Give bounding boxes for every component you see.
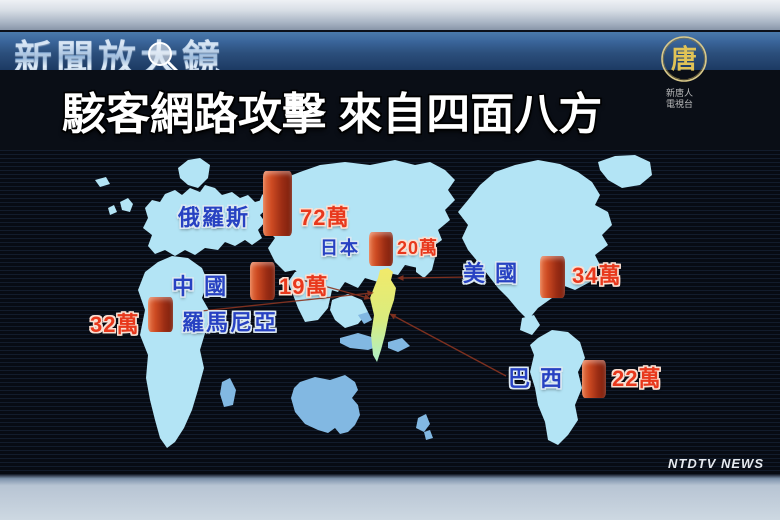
svg-text:唐: 唐 — [671, 44, 697, 74]
